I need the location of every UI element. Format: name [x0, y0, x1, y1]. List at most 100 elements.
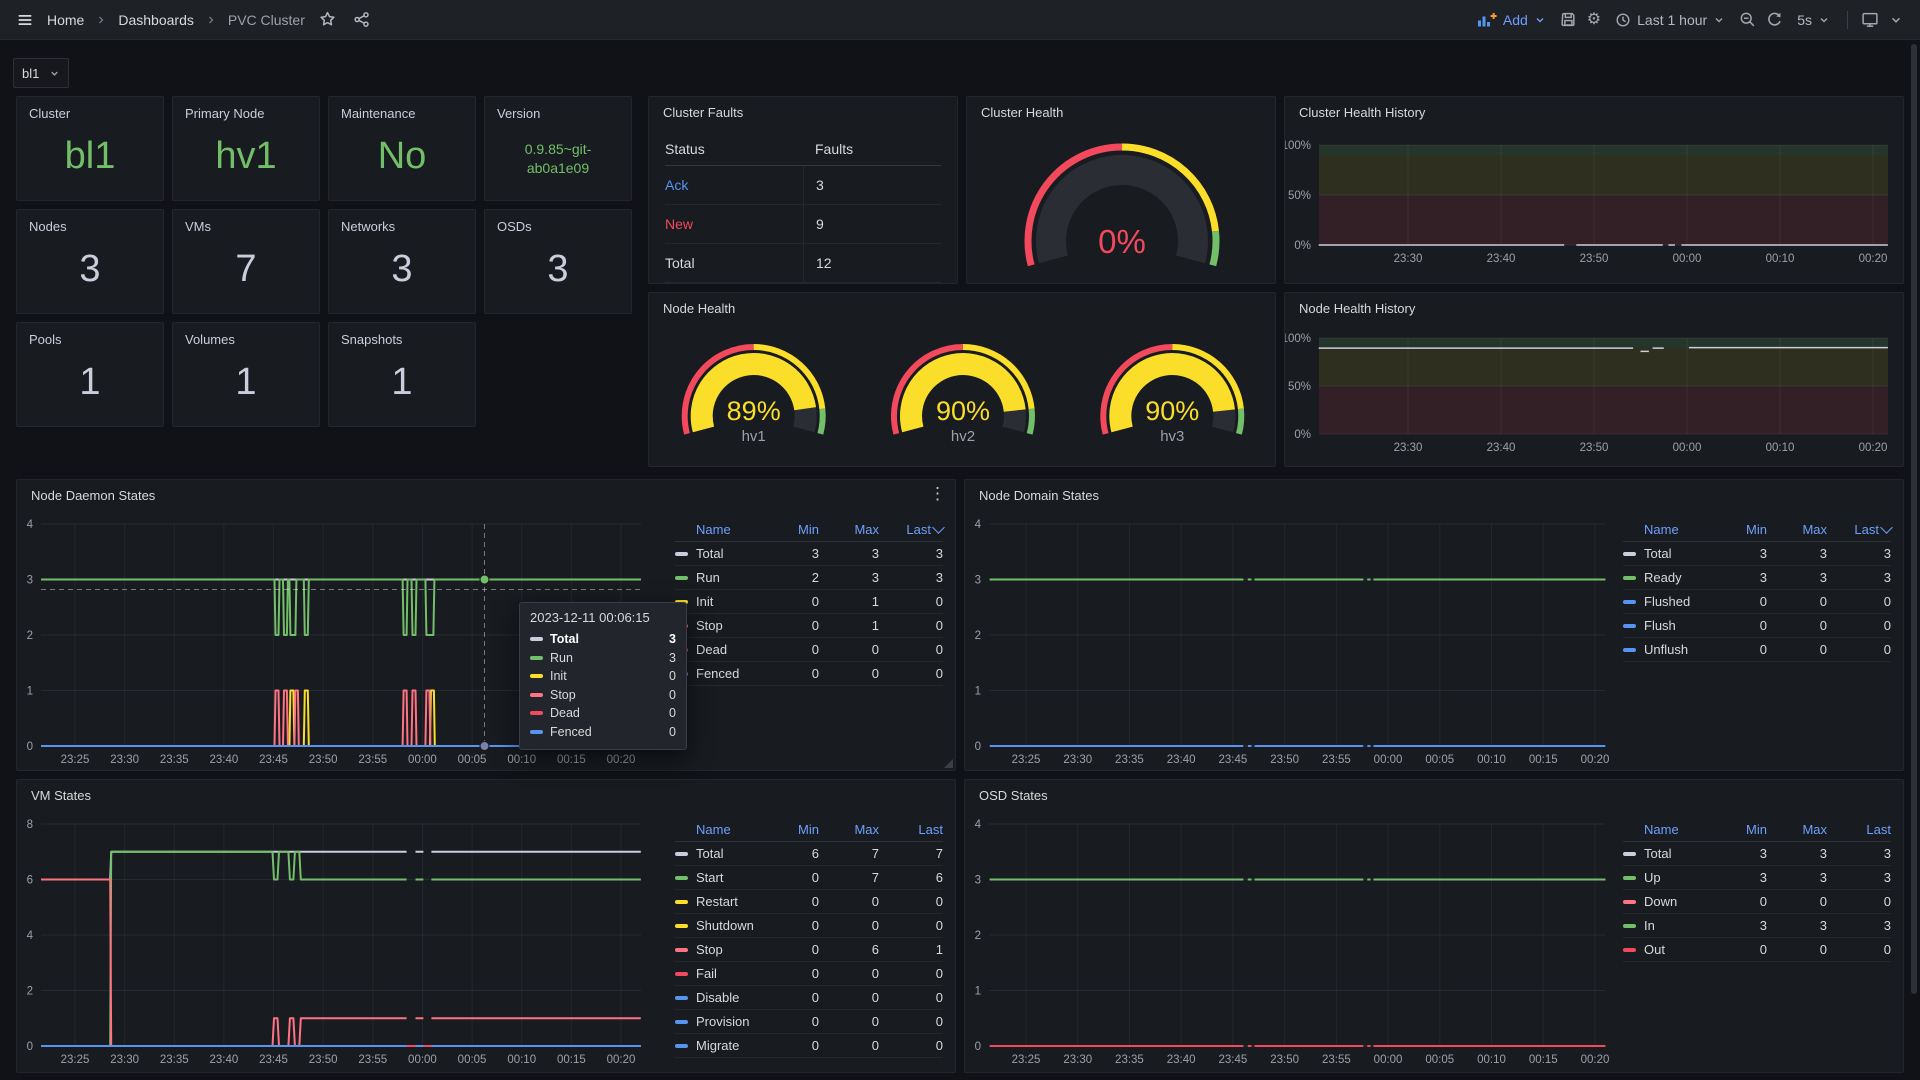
legend-header-min[interactable]: Min [1746, 522, 1767, 537]
legend-header-max[interactable]: Max [1802, 822, 1827, 837]
refresh-interval-picker[interactable]: 5s [1790, 8, 1837, 32]
legend-header-last[interactable]: Last [918, 822, 943, 837]
legend-series-toggle[interactable]: Ready [1623, 570, 1711, 585]
stat-label: Pools [29, 332, 62, 347]
legend-series-toggle[interactable]: Shutdown [675, 918, 763, 933]
favorite-star-icon[interactable] [316, 8, 339, 31]
legend-series-toggle[interactable]: Migrate [675, 1038, 763, 1053]
legend-max-value: 0 [1819, 642, 1827, 657]
refresh-icon[interactable] [1763, 8, 1786, 31]
cluster-health-history-chart[interactable]: 0% 50% 100% 23:30 23:40 23:50 00:00 00:10 00:20 [1285, 97, 1903, 283]
vm-states-chart[interactable]: 0 2 4 6 8 23:25 23:30 23:35 23:40 23:45 23:50 23:55… [17, 780, 955, 1072]
legend-last-value: 0 [935, 618, 943, 633]
panel-resize-handle[interactable] [944, 759, 953, 768]
legend-max-value: 0 [871, 966, 879, 981]
sort-chevron-icon [932, 521, 945, 534]
legend-series-toggle[interactable]: Stop [675, 618, 763, 633]
tooltip-series-value: 0 [669, 706, 676, 721]
node-domain-states-chart[interactable]: 0 1 2 3 4 23:25 23:30 23:35 23:40 23:45 23:50 23:55… [965, 480, 1903, 770]
stat-panel-version: Version 0.9.85~git-ab0a1e09 [484, 96, 632, 201]
legend-header-min[interactable]: Min [1746, 822, 1767, 837]
tooltip-series-name: Total [550, 632, 579, 647]
toolbar-chevron-down-icon[interactable] [1886, 10, 1906, 30]
legend-series-toggle[interactable]: Run [675, 570, 763, 585]
legend-max-value: 0 [871, 894, 879, 909]
legend-series-toggle[interactable]: Flushed [1623, 594, 1711, 609]
stat-value: 1 [79, 361, 101, 403]
legend-series-toggle[interactable]: Init [675, 594, 763, 609]
svg-text:23:35: 23:35 [1115, 754, 1144, 766]
svg-text:23:35: 23:35 [160, 754, 189, 766]
legend-series-toggle[interactable]: Total [1623, 846, 1711, 861]
kiosk-monitor-icon[interactable] [1858, 8, 1882, 31]
legend-series-toggle[interactable]: Restart [675, 894, 763, 909]
legend-header-name[interactable]: Name [696, 822, 731, 837]
legend-header: Name Min Max Last [1623, 818, 1891, 842]
legend-header-max[interactable]: Max [854, 822, 879, 837]
zoom-out-icon[interactable] [1736, 8, 1759, 31]
legend-header-last[interactable]: Last [879, 521, 945, 537]
legend-last-value: 3 [1883, 546, 1891, 561]
stat-panel-primary-node: Primary Node hv1 [172, 96, 320, 201]
panel-menu-kebab-icon[interactable]: ⋮ [929, 484, 946, 503]
legend-header-min[interactable]: Min [798, 822, 819, 837]
series-color-chip [1623, 947, 1636, 952]
time-range-picker[interactable]: Last 1 hour [1608, 8, 1732, 32]
legend-header-last[interactable]: Last [1827, 521, 1893, 537]
legend-series-toggle[interactable]: Total [1623, 546, 1711, 561]
legend-series-toggle[interactable]: Flush [1623, 618, 1711, 633]
legend-series-toggle[interactable]: Fail [675, 966, 763, 981]
legend-header-last[interactable]: Last [1866, 822, 1891, 837]
breadcrumb-current-page[interactable]: PVC Cluster [227, 11, 305, 28]
stat-panel-osds: OSDs 3 [484, 209, 632, 314]
legend-series-toggle[interactable]: Disable [675, 990, 763, 1005]
stat-label: Version [497, 106, 541, 121]
legend-header-name[interactable]: Name [696, 522, 731, 537]
save-dashboard-icon[interactable] [1557, 8, 1580, 31]
legend-series-toggle[interactable]: In [1623, 918, 1711, 933]
legend-max-value: 3 [1819, 870, 1827, 885]
legend-series-toggle[interactable]: Down [1623, 894, 1711, 909]
breadcrumb-home[interactable]: Home [47, 11, 85, 28]
hamburger-menu-icon[interactable] [14, 9, 36, 31]
breadcrumb-separator-icon [95, 14, 107, 26]
dashboard-settings-gear-icon[interactable]: ⚙ [1584, 9, 1604, 31]
fault-count: 12 [803, 244, 941, 282]
legend-max-value: 7 [871, 870, 879, 885]
legend-series-toggle[interactable]: Fenced [675, 666, 763, 681]
legend-series-toggle[interactable]: Unflush [1623, 642, 1711, 657]
vertical-scrollbar[interactable] [1911, 44, 1917, 994]
legend-series-toggle[interactable]: Total [675, 846, 763, 861]
legend-last-value: 0 [1883, 942, 1891, 957]
stat-label: Networks [341, 219, 396, 234]
legend-series-toggle[interactable]: Start [675, 870, 763, 885]
osd-states-chart[interactable]: 0 1 2 3 4 23:25 23:30 23:35 23:40 23:45 23:50 23:55… [965, 780, 1903, 1072]
svg-text:23:40: 23:40 [210, 1054, 239, 1066]
legend-header-name[interactable]: Name [1644, 522, 1679, 537]
add-button[interactable]: Add [1470, 8, 1553, 32]
legend-header-max[interactable]: Max [1802, 522, 1827, 537]
cluster-health-gauge: 0% [967, 97, 1275, 283]
legend-last-value: 3 [1883, 918, 1891, 933]
node-daemon-states-chart[interactable]: 0 1 2 3 4 23:25 23:30 23:35 23:40 23:45 23:50 23:55… [17, 480, 955, 770]
tooltip-row-total: Total 3 [530, 630, 676, 649]
legend-series-toggle[interactable]: Total [675, 546, 763, 561]
cluster-health-history-panel: Cluster Health History 0% 50% 100% 23:30 23:… [1284, 96, 1904, 284]
legend-row-restart: Restart 0 0 0 [675, 890, 943, 914]
legend-header-name[interactable]: Name [1644, 822, 1679, 837]
legend-series-toggle[interactable]: Out [1623, 942, 1711, 957]
variable-dropdown-cluster[interactable]: bl1 [13, 58, 69, 88]
legend-series-toggle[interactable]: Stop [675, 942, 763, 957]
legend-last-value: 3 [935, 546, 943, 561]
share-icon[interactable] [350, 8, 373, 31]
stat-label: Cluster [29, 106, 71, 121]
legend-header-max[interactable]: Max [854, 522, 879, 537]
legend-series-toggle[interactable]: Provision [675, 1014, 763, 1029]
legend-series-toggle[interactable]: Up [1623, 870, 1711, 885]
svg-text:00:15: 00:15 [557, 1054, 586, 1066]
node-health-history-chart[interactable]: 0% 50% 100% 23:30 23:40 23:50 00:00 00:10 00:20 [1285, 293, 1903, 466]
svg-text:23:40: 23:40 [1487, 253, 1516, 265]
legend-header-min[interactable]: Min [798, 522, 819, 537]
legend-series-toggle[interactable]: Dead [675, 642, 763, 657]
breadcrumb-dashboards[interactable]: Dashboards [118, 11, 194, 28]
